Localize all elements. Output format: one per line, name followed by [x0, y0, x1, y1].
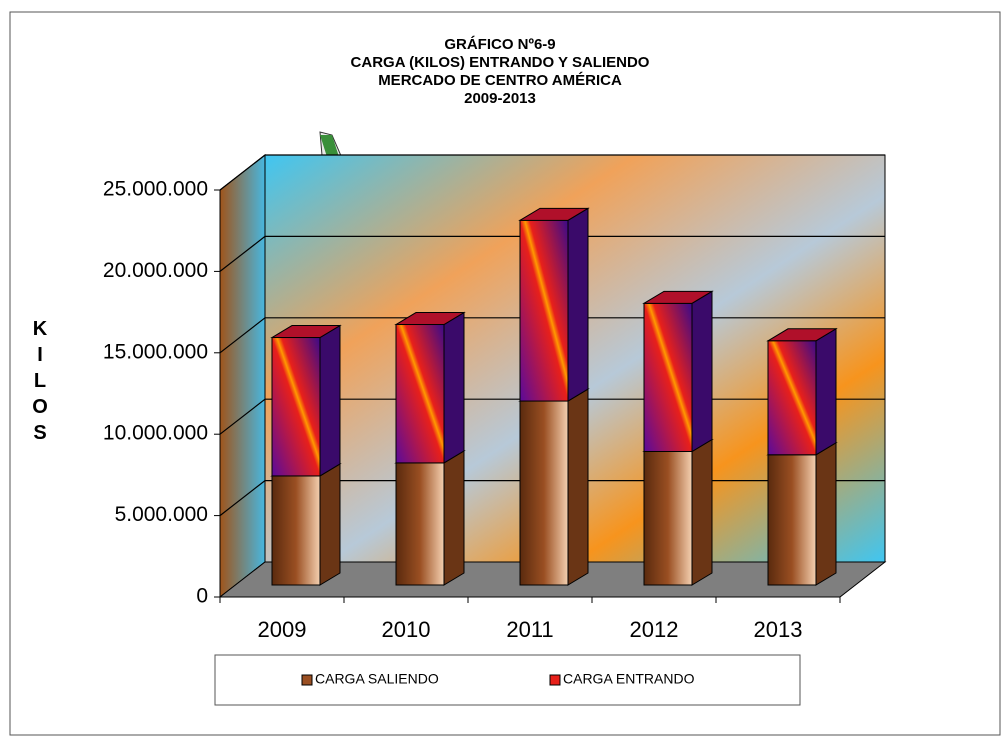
bar-side [567, 207, 589, 402]
y-axis-label: KILOS [29, 318, 51, 448]
chart-title: MERCADO DE CENTRO AMÉRICA [378, 72, 622, 89]
x-tick-label: 2012 [630, 617, 679, 642]
bar-front [519, 400, 569, 586]
bar [270, 463, 342, 586]
bar-top [518, 207, 590, 221]
bar [642, 438, 714, 586]
side-wall [219, 153, 266, 599]
legend-label: CARGA ENTRANDO [563, 671, 695, 687]
bar-front [395, 324, 445, 464]
bar-side [567, 388, 589, 586]
bar [766, 327, 838, 456]
bar-top [766, 328, 838, 342]
bar-side [443, 450, 465, 586]
x-tick-label: 2010 [382, 617, 431, 642]
bar [270, 324, 342, 477]
bar-front [767, 340, 817, 456]
legend-swatch [301, 674, 313, 686]
bar-front [271, 475, 321, 586]
bar [394, 311, 466, 464]
bar-side [691, 290, 713, 453]
bar [766, 441, 838, 586]
x-tick-label: 2011 [506, 617, 553, 642]
y-tick-label: 15.000.000 [103, 340, 208, 363]
x-tick-label: 2009 [258, 617, 307, 642]
bar [642, 290, 714, 453]
bar-front [519, 219, 569, 402]
bar-side [319, 324, 341, 477]
legend-label: CARGA SALIENDO [315, 671, 439, 687]
bar-front [271, 337, 321, 477]
y-tick-label: 0 [196, 585, 208, 608]
grid-line [219, 154, 885, 191]
y-tick-label: 5.000.000 [115, 503, 208, 526]
bar-top [642, 290, 714, 304]
y-tick-label: 20.000.000 [103, 259, 208, 282]
legend-swatch [549, 674, 561, 686]
bar-front [767, 454, 817, 586]
grid-line [219, 235, 885, 272]
chart-title: GRÁFICO Nº6-9 [444, 36, 555, 53]
bar-front [395, 462, 445, 586]
bar [394, 450, 466, 586]
bar-front [643, 302, 693, 453]
bar [518, 207, 590, 402]
chart-title: CARGA (KILOS) ENTRANDO Y SALIENDO [351, 54, 650, 71]
x-tick-label: 2013 [754, 617, 803, 642]
bar-front [643, 451, 693, 586]
bar-side [691, 438, 713, 586]
bar-top [270, 325, 342, 339]
chart-title: 2009-2013 [464, 90, 536, 107]
bar [518, 388, 590, 586]
bar-side [815, 327, 837, 456]
y-tick-label: 10.000.000 [103, 422, 208, 445]
bar-side [319, 463, 341, 586]
y-tick-label: 25.000.000 [103, 178, 208, 201]
bar-top [394, 312, 466, 326]
bar-side [815, 441, 837, 586]
bar-side [443, 311, 465, 464]
